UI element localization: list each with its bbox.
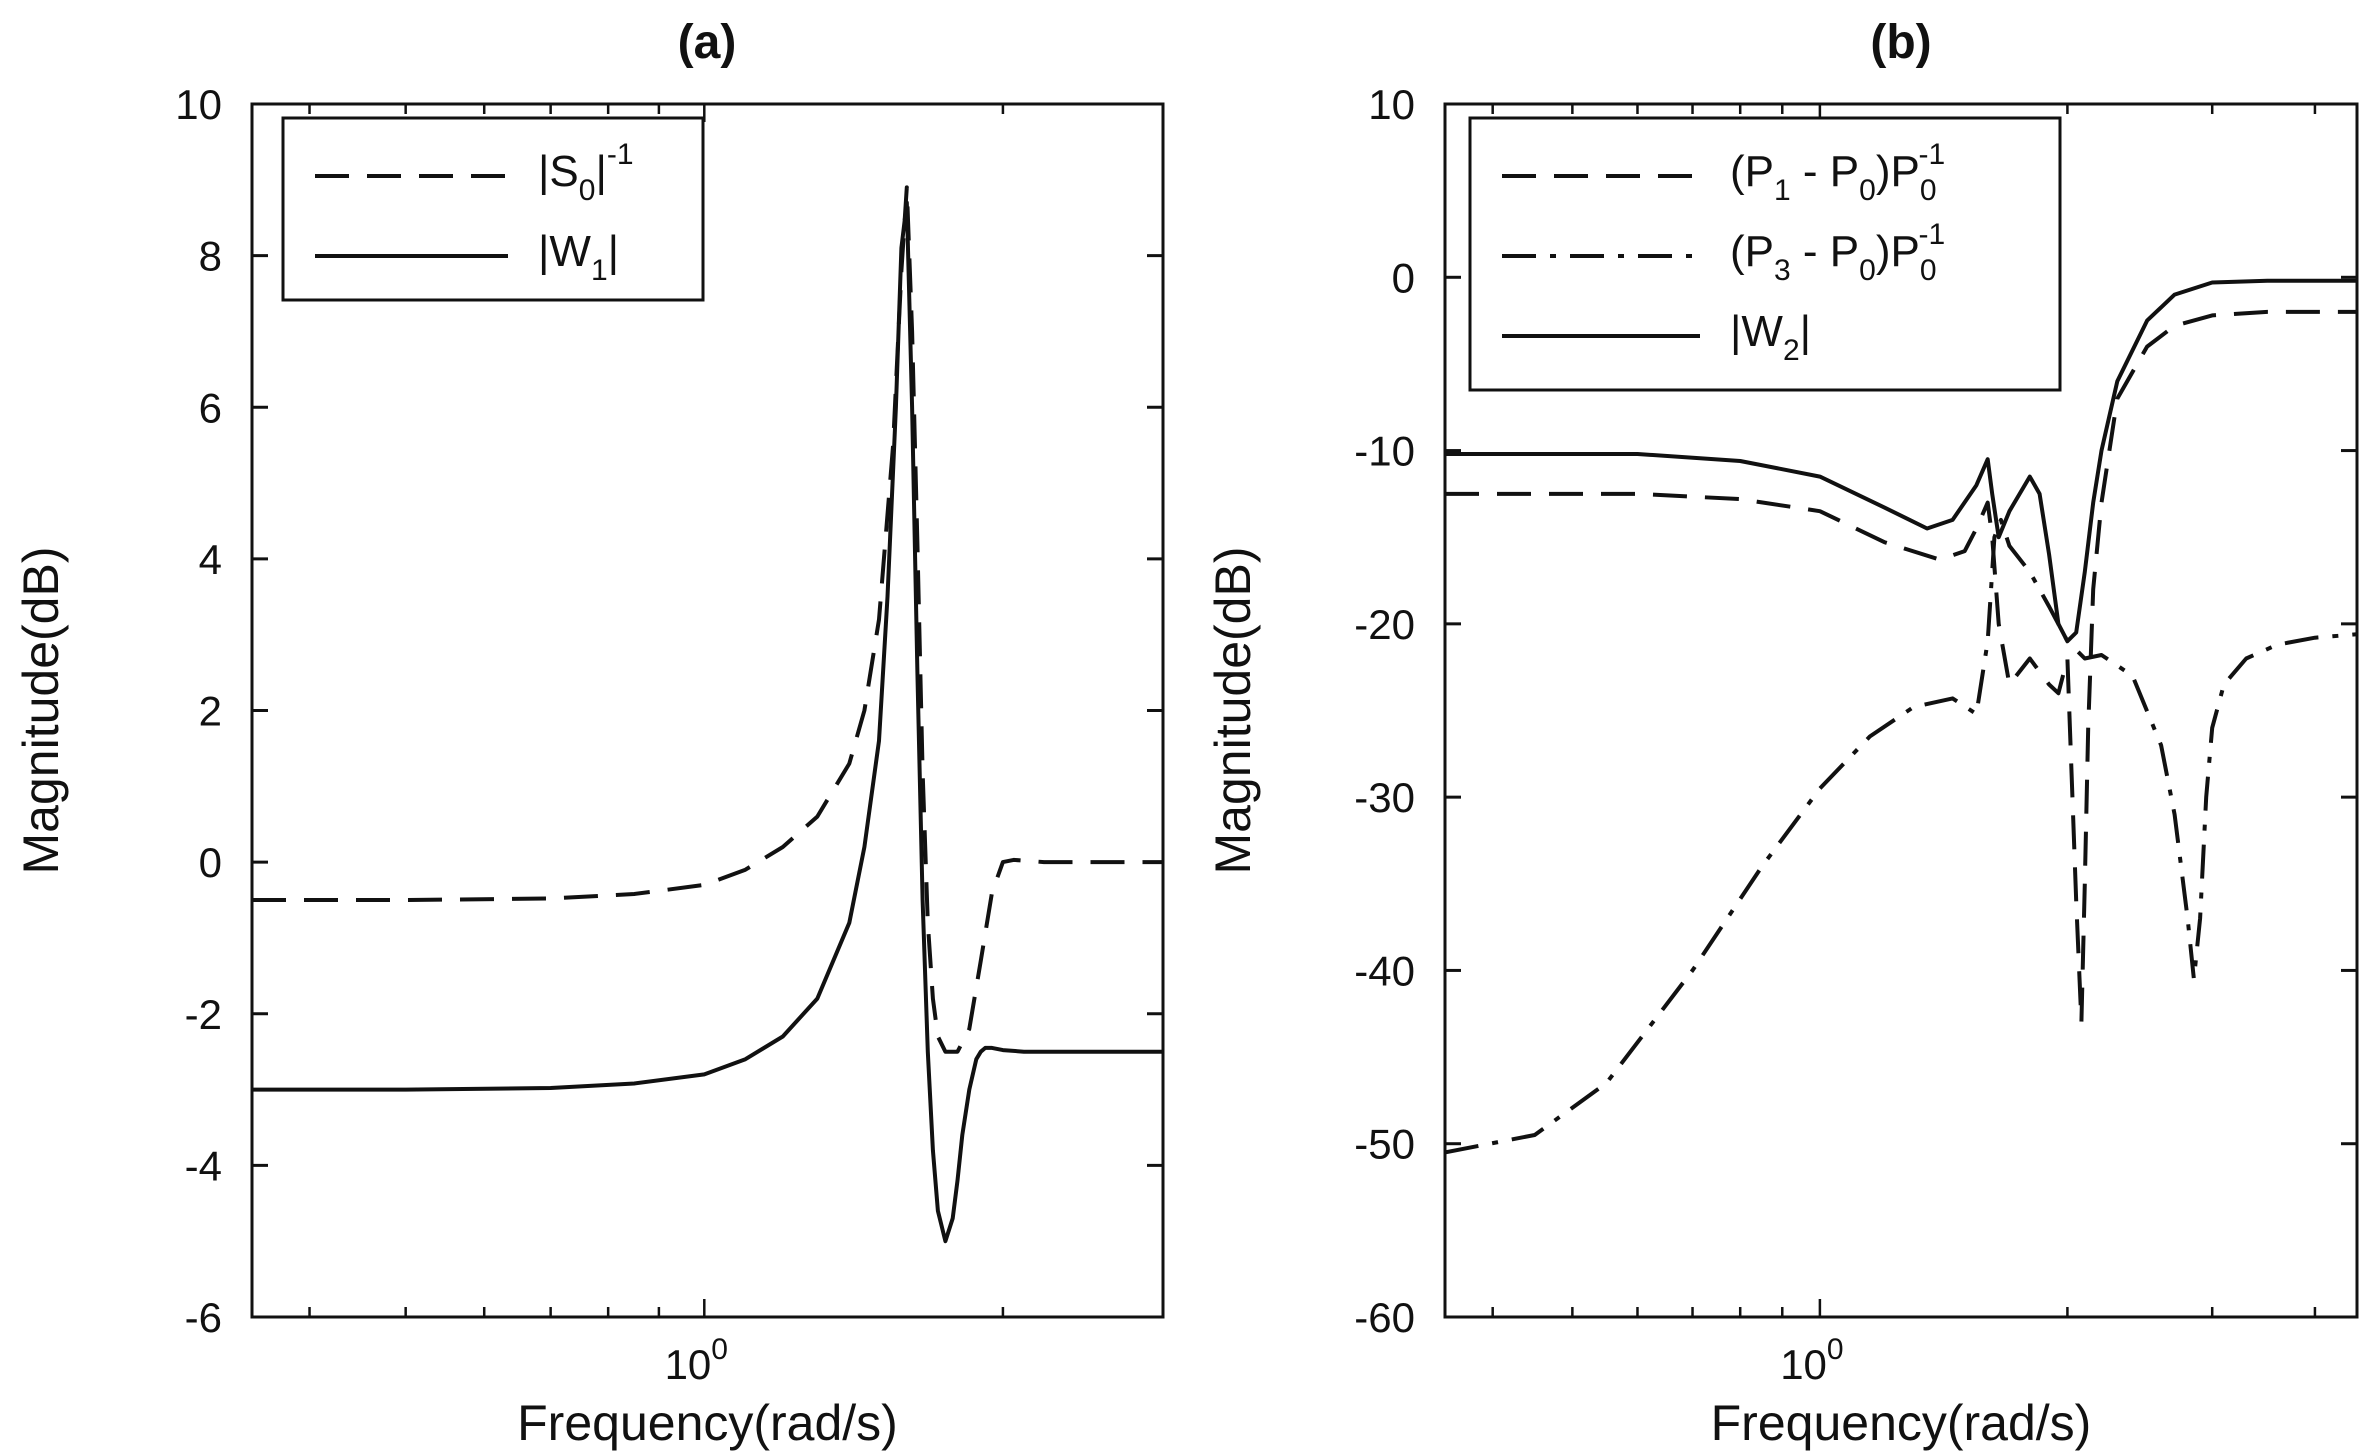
y-tick-label: 8 <box>199 233 222 280</box>
legend-subscript: 1 <box>591 254 608 287</box>
legend-text-part: (P <box>1730 227 1774 276</box>
legend-text-part: )P <box>1876 147 1920 196</box>
legend-label-3: |W2| <box>1730 307 1811 367</box>
legend-subscript: 1 <box>1774 174 1791 207</box>
series-line-2 <box>1445 517 2357 1155</box>
panel-b-chart: -60-50-40-30-20-10010100(b)Frequency(rad… <box>1205 16 2359 1451</box>
x-tick-label: 100 <box>665 1333 728 1388</box>
legend-text-part: |S <box>538 147 579 196</box>
x-tick-label: 100 <box>1780 1333 1843 1388</box>
series-line-2 <box>252 200 1163 1244</box>
legend-superscript: -1 <box>1919 138 1946 171</box>
series-line-1 <box>1445 309 2357 1025</box>
y-tick-label: 0 <box>1392 254 1415 301</box>
y-tick-label: 0 <box>199 839 222 886</box>
legend-subscript: 0 <box>579 174 596 207</box>
y-tick-label: 6 <box>199 384 222 431</box>
legend-text-part: - P <box>1791 147 1859 196</box>
y-tick-label: -10 <box>1354 428 1415 475</box>
y-tick-label: -40 <box>1354 947 1415 994</box>
series-line-1 <box>252 185 1163 1054</box>
x-axis-label: Frequency(rad/s) <box>1711 1395 2092 1451</box>
legend-text-part: |W <box>538 227 591 276</box>
x-tick-base: 10 <box>1780 1341 1827 1388</box>
y-tick-label: -2 <box>185 991 222 1038</box>
legend-label-1: |S0|-1 <box>538 138 634 207</box>
legend-subscript: 2 <box>1783 334 1800 367</box>
legend-subscript: 0 <box>1859 254 1876 287</box>
panel-title: (a) <box>678 16 737 69</box>
y-tick-label: -30 <box>1354 774 1415 821</box>
legend-subscript: 3 <box>1774 254 1791 287</box>
series-line-3 <box>1445 278 2357 644</box>
y-tick-label: -50 <box>1354 1121 1415 1168</box>
series-group <box>252 185 1163 1244</box>
legend-subscript: 0 <box>1920 254 1937 287</box>
y-tick-label: -4 <box>185 1142 222 1189</box>
legend-text-part: (P <box>1730 147 1774 196</box>
y-tick-label: 2 <box>199 688 222 735</box>
y-tick-label: 10 <box>1368 81 1415 128</box>
y-tick-label: -20 <box>1354 601 1415 648</box>
legend-superscript: -1 <box>1919 218 1946 251</box>
legend-label-1: (P1 - P0)P0-1 <box>1730 138 1945 207</box>
y-tick-label: -6 <box>185 1294 222 1341</box>
legend-subscript: 0 <box>1859 174 1876 207</box>
legend-text-part: | <box>595 147 606 196</box>
legend: (P1 - P0)P0-1(P3 - P0)P0-1|W2| <box>1468 116 2062 392</box>
y-tick-label: 10 <box>175 81 222 128</box>
plot-area-frame <box>1443 102 2359 1319</box>
panel-a-chart: -6-4-20246810100(a)Frequency(rad/s)Magni… <box>13 16 1165 1451</box>
legend-frame <box>281 116 705 302</box>
legend: |S0|-1|W1| <box>281 116 705 302</box>
legend-text-part: )P <box>1876 227 1920 276</box>
legend-label-2: (P3 - P0)P0-1 <box>1730 218 1945 287</box>
x-tick-exponent: 0 <box>1827 1333 1844 1366</box>
series-group <box>1445 278 2357 1155</box>
legend-text-part: | <box>1800 307 1811 356</box>
legend-frame <box>1468 116 2062 392</box>
x-tick-exponent: 0 <box>711 1333 728 1366</box>
x-tick-base: 10 <box>665 1341 712 1388</box>
legend-text-part: - P <box>1791 227 1859 276</box>
y-tick-label: -60 <box>1354 1294 1415 1341</box>
legend-text-part: | <box>608 227 619 276</box>
panel-title: (b) <box>1870 16 1931 69</box>
y-tick-label: 4 <box>199 536 222 583</box>
y-axis-label: Magnitude(dB) <box>13 547 69 875</box>
y-axis-label: Magnitude(dB) <box>1205 547 1261 875</box>
x-axis-label: Frequency(rad/s) <box>517 1395 898 1451</box>
legend-text-part: |W <box>1730 307 1783 356</box>
legend-superscript: -1 <box>607 138 634 171</box>
legend-label-2: |W1| <box>538 227 619 287</box>
legend-subscript: 0 <box>1920 174 1937 207</box>
